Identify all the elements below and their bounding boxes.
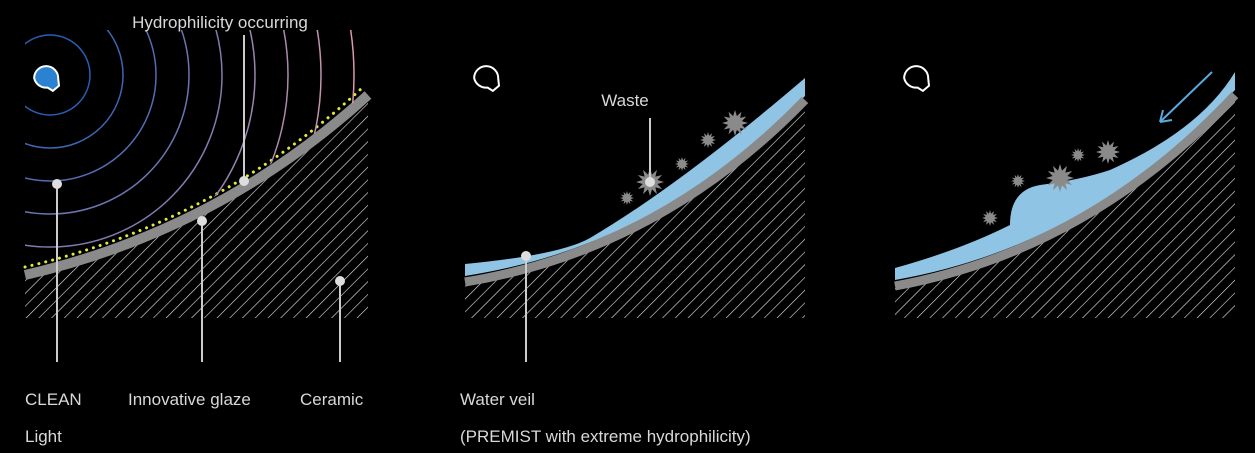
wave [25,30,322,266]
panel-2: Waste Water veil (PREMIST with extreme h… [460,65,809,446]
bulb [903,65,931,93]
wave [25,34,91,116]
panel-3 [894,65,1239,318]
glaze [23,91,372,280]
wave [25,30,124,149]
label: CLEAN [25,390,82,409]
waste-particle [1071,148,1085,162]
flow-arrow [1159,71,1213,123]
label: (PREMIST with extreme hydrophilicity) [460,427,751,446]
bulb [473,65,501,93]
waste-particle [700,132,716,148]
label: Water veil [460,390,535,409]
waste-particle [675,157,689,171]
wave [25,30,289,266]
leaders [56,35,341,362]
ceramic [895,95,1235,318]
top-label: Waste [601,91,649,110]
wave [25,30,355,266]
wave [25,30,157,182]
waste-particle [620,191,634,205]
label: Innovative glaze [128,390,251,409]
label: Light [25,427,62,446]
ceramic [25,95,368,318]
glaze [464,96,809,287]
wave [25,30,256,266]
waste-particle [982,210,998,226]
panel-1: Hydrophilicity occurring CLEAN Light Inn… [23,13,372,446]
wave [25,30,223,248]
waste-particle [1011,174,1025,188]
water [895,72,1235,280]
waste-particle [1046,164,1074,192]
label: Ceramic [300,390,364,409]
waste-particle [722,110,748,136]
waste-particle [1096,140,1120,164]
wave [25,30,190,215]
light-waves [25,30,368,266]
light-dots [23,86,364,269]
bulb [33,65,61,93]
top-label: Hydrophilicity occurring [132,13,308,32]
glaze [894,91,1239,291]
